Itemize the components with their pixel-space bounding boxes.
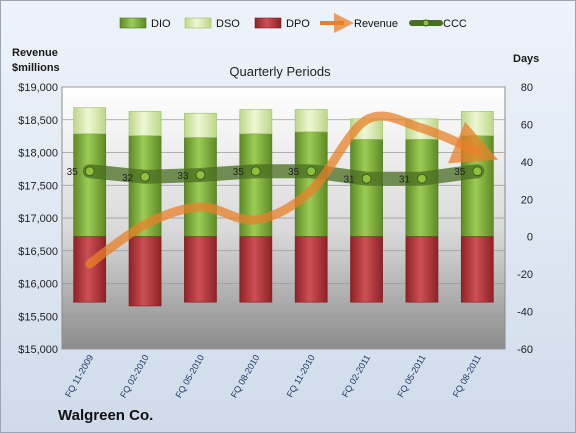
- ccc-data-label: 31: [343, 175, 355, 186]
- bar-dpo: [184, 236, 217, 303]
- x-tick-label: FQ 11-2010: [285, 353, 317, 399]
- bar-dio: [350, 139, 383, 238]
- lines: 35 32 33 35 35 31 31 35: [67, 111, 499, 269]
- bar-dpo: [350, 236, 383, 303]
- legend-marker: [422, 19, 430, 27]
- right-tick-label: -60: [517, 344, 533, 356]
- ccc-marker: [306, 166, 317, 177]
- x-tick-label: FQ 08-2010: [229, 353, 262, 400]
- x-axis-ticks: FQ 11-2009 FQ 02-2010 FQ 05-2010 FQ 08-2010…: [63, 353, 483, 400]
- left-tick-label: $17,000: [18, 213, 58, 225]
- left-tick-label: $17,500: [18, 180, 58, 192]
- ccc-data-label: 33: [177, 171, 189, 182]
- right-tick-label: 20: [521, 194, 533, 206]
- x-tick-label: FQ 11-2009: [63, 353, 95, 399]
- legend-label: Revenue: [354, 18, 398, 30]
- left-axis-title-line2: $millions: [12, 62, 60, 74]
- ccc-marker: [140, 171, 151, 182]
- right-tick-label: 60: [521, 119, 533, 131]
- right-axis-ticks: -60 -40 -20 0 20 40 60 80: [517, 82, 533, 356]
- x-tick-label: FQ 05-2011: [395, 353, 427, 399]
- legend-swatch: [119, 17, 147, 29]
- bar-dpo: [128, 236, 162, 307]
- bar-dso: [239, 109, 273, 135]
- ccc-marker: [195, 169, 206, 180]
- bar-dio: [184, 137, 217, 238]
- ccc-data-label: 35: [454, 167, 466, 178]
- ccc-line: [82, 164, 485, 186]
- legend-swatch: [254, 17, 282, 29]
- bar-dso: [73, 107, 107, 135]
- right-tick-label: 40: [521, 157, 533, 169]
- legend-label: DIO: [151, 18, 171, 30]
- ccc-data-label: 35: [288, 167, 300, 178]
- left-tick-label: $18,000: [18, 148, 58, 160]
- bar-dio: [405, 139, 439, 238]
- legend-label: CCC: [443, 18, 467, 30]
- ccc-data-label: 35: [67, 167, 79, 178]
- x-tick-label: FQ 05-2010: [173, 353, 206, 400]
- left-axis-ticks: $15,000 $15,500 $16,000 $16,500 $17,000 $17,5…: [18, 82, 58, 356]
- left-axis-title-line1: Revenue: [12, 47, 58, 59]
- legend-label: DSO: [216, 18, 240, 30]
- right-axis-title: Days: [513, 53, 539, 65]
- right-tick-label: 0: [527, 232, 533, 244]
- legend: DIO DSO DPO Revenue CCC: [119, 13, 467, 33]
- left-tick-label: $15,500: [18, 311, 58, 323]
- left-tick-label: $18,500: [18, 115, 58, 127]
- x-tick-label: FQ 02-2010: [118, 353, 151, 400]
- ccc-data-label: 32: [122, 173, 134, 184]
- legend-swatch: [184, 17, 212, 29]
- chart-title: Quarterly Periods: [229, 64, 331, 79]
- x-tick-label: FQ 02-2011: [340, 353, 372, 399]
- ccc-marker: [416, 173, 427, 184]
- left-tick-label: $16,500: [18, 246, 58, 258]
- ccc-data-label: 35: [233, 167, 245, 178]
- right-tick-label: 80: [521, 82, 533, 94]
- company-name: Walgreen Co.: [58, 407, 153, 424]
- bar-dso: [128, 111, 162, 136]
- bar-dso: [460, 111, 494, 136]
- bar-dpo: [73, 236, 107, 303]
- x-tick-label: FQ 08-2011: [451, 353, 483, 399]
- bar-dso: [294, 109, 328, 133]
- left-tick-label: $19,000: [18, 82, 58, 94]
- revenue-line: [85, 111, 499, 269]
- left-tick-label: $16,000: [18, 279, 58, 291]
- left-tick-label: $15,000: [18, 344, 58, 356]
- bar-dso: [184, 112, 217, 138]
- right-tick-label: -20: [517, 269, 533, 281]
- ccc-marker: [361, 173, 372, 184]
- legend-label: DPO: [286, 18, 310, 30]
- bar-dpo: [405, 236, 439, 303]
- right-tick-label: -40: [517, 307, 533, 319]
- ccc-data-label: 31: [399, 175, 411, 186]
- ccc-marker: [250, 166, 261, 177]
- ccc-marker: [84, 166, 95, 177]
- bar-dio: [73, 133, 107, 238]
- bar-dpo: [460, 236, 494, 303]
- bar-dpo: [239, 236, 273, 303]
- bars: [73, 107, 494, 307]
- bar-dpo: [294, 236, 328, 303]
- ccc-marker: [472, 166, 483, 177]
